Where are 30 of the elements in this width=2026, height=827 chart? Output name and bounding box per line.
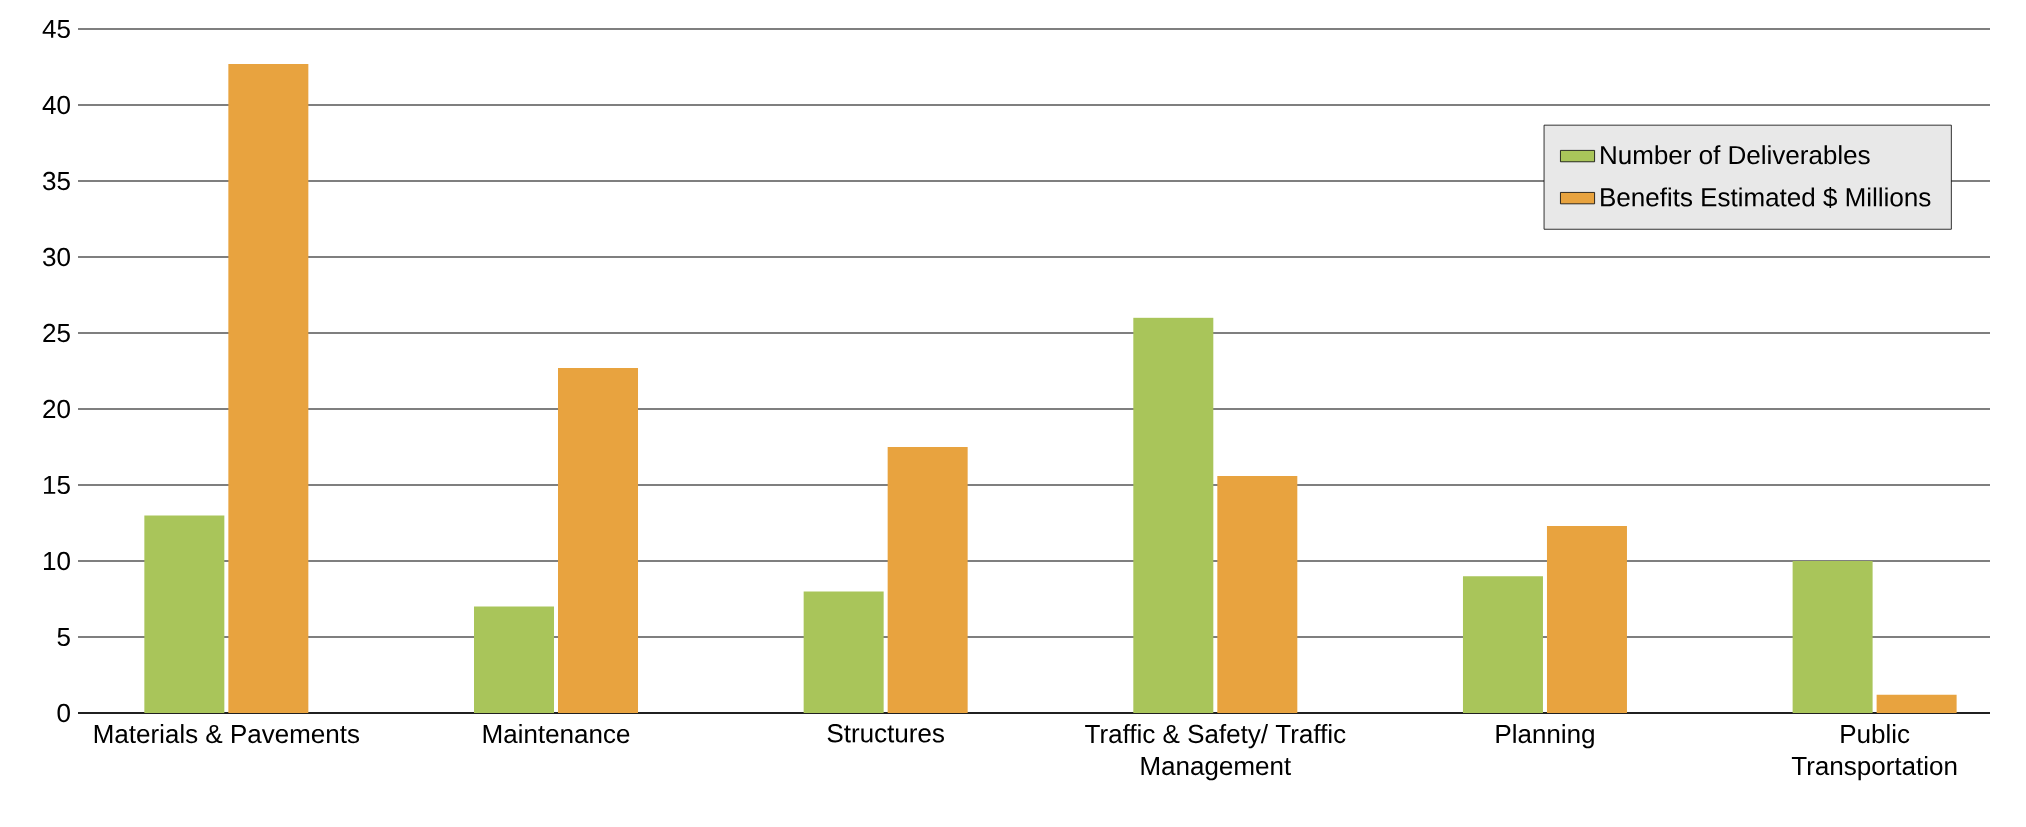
x-tick-label: Structures bbox=[827, 724, 944, 743]
x-tick-label: Planning bbox=[1496, 724, 1594, 749]
bar bbox=[1462, 576, 1543, 714]
bar bbox=[1546, 526, 1627, 714]
x-tick-label: Public Transportation bbox=[1791, 724, 1957, 781]
x-tick-label: Maintenance bbox=[483, 724, 630, 744]
y-tick-label: 10 bbox=[44, 551, 70, 571]
bar bbox=[803, 591, 884, 714]
x-tick-label: Materials & Pavements bbox=[94, 724, 360, 744]
bar bbox=[1133, 317, 1214, 714]
bar bbox=[144, 515, 225, 714]
bar bbox=[887, 447, 968, 714]
y-tick-label: 0 bbox=[57, 703, 70, 723]
legend-label: Number of Deliverables bbox=[1601, 145, 1870, 165]
bar bbox=[1792, 561, 1873, 714]
bar bbox=[1876, 694, 1957, 714]
y-tick-label: 35 bbox=[43, 171, 70, 191]
y-tick-label: 45 bbox=[42, 19, 70, 39]
bar bbox=[228, 63, 309, 714]
legend-label: Benefits Estimated $ Millions bbox=[1601, 186, 1931, 209]
bar bbox=[474, 606, 555, 714]
bar bbox=[1217, 475, 1298, 714]
y-tick-label: 20 bbox=[43, 399, 70, 419]
y-tick-label: 15 bbox=[44, 475, 70, 495]
y-tick-label: 25 bbox=[43, 323, 70, 343]
y-tick-label: 5 bbox=[57, 627, 70, 647]
y-tick-label: 40 bbox=[42, 95, 70, 115]
x-tick-label: Traffic & Safety/ Traffic Management bbox=[1085, 724, 1346, 781]
bar bbox=[558, 367, 639, 714]
y-tick-label: 30 bbox=[43, 247, 70, 267]
